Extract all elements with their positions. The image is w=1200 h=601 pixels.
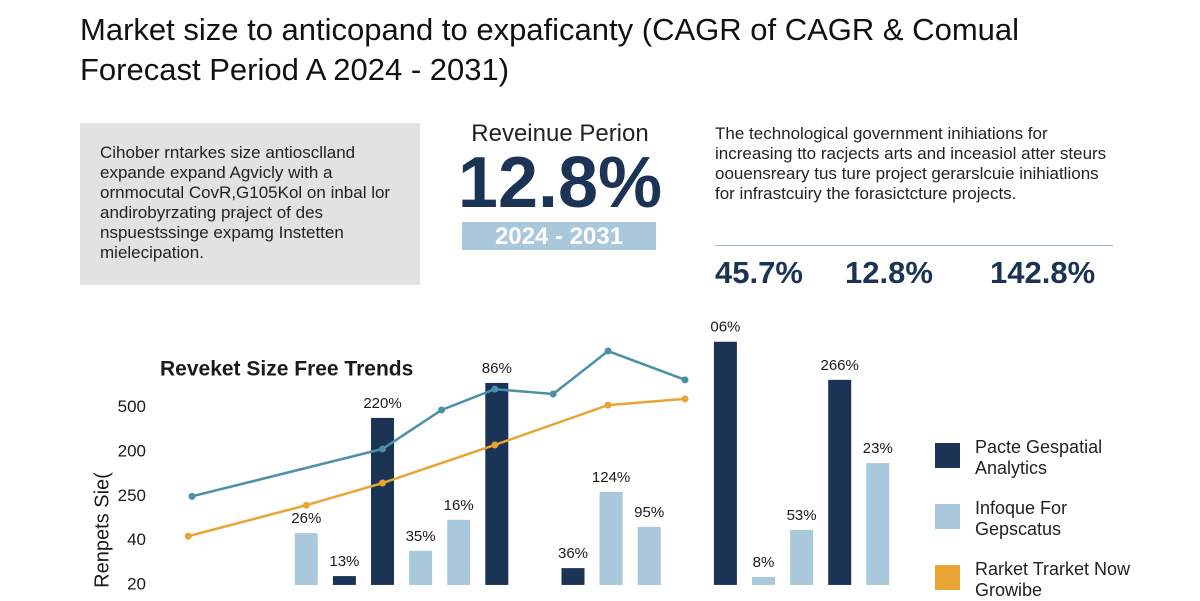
description: The technological government inihiations… bbox=[715, 124, 1107, 203]
bar bbox=[790, 530, 814, 585]
kpi-value: 12.8% bbox=[457, 143, 663, 223]
value-label: 35% bbox=[406, 528, 436, 545]
y-axis-label: Renpets Sie( bbox=[91, 472, 113, 588]
bar bbox=[561, 568, 585, 585]
stat: 142.8% bbox=[990, 255, 1096, 290]
value-label: 26% bbox=[291, 510, 321, 527]
value-label: 16% bbox=[444, 497, 474, 514]
point bbox=[681, 395, 689, 403]
legend-swatch bbox=[935, 443, 960, 468]
kpi-period: 2024 - 2031 bbox=[462, 222, 656, 250]
bar bbox=[637, 526, 661, 585]
y-tick-label: 250 bbox=[118, 486, 146, 505]
legend-swatch bbox=[935, 565, 960, 590]
value-label: 266% bbox=[821, 357, 859, 374]
point bbox=[302, 501, 310, 509]
bar bbox=[294, 533, 318, 585]
value-label: 13% bbox=[329, 553, 359, 570]
value-label: 220% bbox=[363, 395, 401, 412]
chart-title: Reveket Size Free Trends bbox=[160, 358, 413, 381]
point bbox=[188, 492, 196, 500]
y-tick-label: 20 bbox=[127, 574, 146, 593]
point bbox=[438, 406, 446, 414]
point bbox=[604, 347, 612, 355]
point bbox=[379, 445, 386, 453]
bar bbox=[485, 382, 509, 585]
bar bbox=[447, 519, 471, 585]
legend-label: Rarket Trarket Now Growibe bbox=[975, 559, 1131, 600]
value-label: 86% bbox=[482, 360, 512, 377]
stat: 12.8% bbox=[845, 255, 933, 290]
kpi-label: Reveinue Perion bbox=[471, 120, 649, 147]
legend-label: Infoque For Gepscatus bbox=[975, 498, 1068, 539]
divider bbox=[715, 245, 1113, 246]
value-label: 36% bbox=[558, 545, 588, 562]
point bbox=[604, 401, 612, 409]
legend-label: Pacte Gespatial Analytics bbox=[975, 437, 1103, 478]
line bbox=[187, 397, 686, 538]
bar bbox=[332, 576, 356, 585]
point bbox=[491, 441, 499, 449]
bar bbox=[866, 463, 890, 585]
value-label: 95% bbox=[634, 504, 664, 521]
y-tick-label: 200 bbox=[118, 442, 146, 461]
bar bbox=[713, 341, 737, 585]
y-tick-label: 40 bbox=[127, 530, 146, 549]
value-label: 124% bbox=[592, 469, 630, 486]
bar bbox=[752, 576, 775, 585]
y-tick-label: 500 bbox=[118, 397, 146, 416]
bar bbox=[409, 550, 433, 585]
value-label: 23% bbox=[863, 440, 893, 457]
summary-box: Cihober rntarkes size antiosclland expan… bbox=[80, 123, 420, 285]
bar bbox=[371, 417, 394, 585]
point bbox=[681, 376, 689, 384]
bar bbox=[828, 379, 852, 585]
point bbox=[184, 532, 192, 540]
stat: 45.7% bbox=[715, 255, 803, 290]
point bbox=[491, 385, 499, 393]
page-title: Market size to anticopand to expaficanty… bbox=[80, 12, 1020, 87]
legend-swatch bbox=[935, 504, 960, 529]
value-label: 06% bbox=[710, 319, 740, 336]
bar bbox=[599, 491, 623, 585]
value-label: 8% bbox=[753, 554, 775, 571]
point bbox=[549, 390, 557, 398]
point bbox=[379, 479, 386, 487]
value-label: 53% bbox=[787, 507, 817, 524]
